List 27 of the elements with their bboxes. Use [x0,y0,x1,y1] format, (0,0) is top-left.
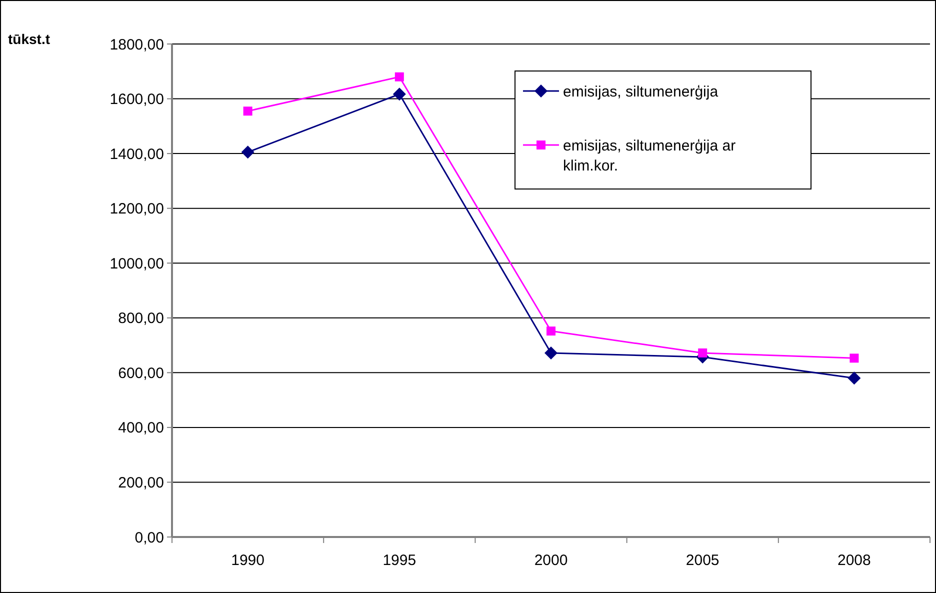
point [698,348,708,358]
point [850,354,859,363]
y-tick-label: 1400,00 [110,146,164,163]
x-tick-label: 2000 [534,552,568,569]
legend-label: emisijas, siltumenerģija [563,83,719,100]
point [392,88,406,101]
x-tick-label: 1995 [382,552,416,569]
x-tick-label: 2005 [686,552,720,569]
point [544,346,558,360]
y-tick-label: 0,00 [134,529,164,546]
point [243,106,252,116]
y-tick-label: 1800,00 [110,36,164,54]
x-tick-label: 1990 [231,552,264,569]
y-tick-label: 1200,00 [110,200,164,218]
y-tick-label: 600,00 [118,364,164,382]
point [546,326,556,336]
y-tick-label: 1600,00 [110,91,164,108]
x-tick-label: 2008 [838,552,871,569]
y-axis-title: tūkst.t [8,31,50,47]
y-tick-label: 200,00 [118,474,164,492]
legend-label: emisijas, siltumenerģija ar klim.kor. [563,137,736,174]
y-tick-label: 400,00 [118,420,164,437]
y-tick-label: 800,00 [118,310,164,328]
point [241,146,254,159]
y-tick-label: 1000,00 [110,255,164,272]
point [848,372,861,385]
point [394,72,404,82]
